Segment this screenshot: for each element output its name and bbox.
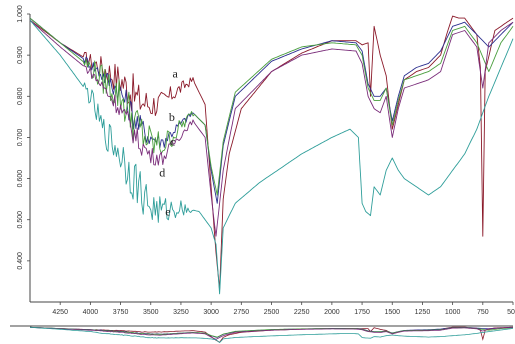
x-axis-ticks: 4250 4000 3750 3500 3250 3000 2750 2500 2250 2000… <box>52 302 515 316</box>
x-tick-label: 1250 <box>415 309 431 316</box>
x-tick-label: 2750 <box>234 309 250 316</box>
series-line-b <box>30 18 513 203</box>
x-tick-label: 2000 <box>324 309 340 316</box>
y-tick-label: 0.800 <box>17 87 24 105</box>
overview-strip <box>10 326 513 343</box>
curve-label-a: a <box>172 67 178 81</box>
series-line-c <box>30 18 513 195</box>
y-tick-label: 0.500 <box>17 211 24 229</box>
series-lines <box>30 16 513 294</box>
main-plot-area: 0.400 0.500 0.600 0.700 0.800 0.900 1.000 4250… <box>17 5 515 316</box>
y-tick-label: 0.400 <box>17 252 24 270</box>
x-tick-label: 3000 <box>203 309 219 316</box>
x-tick-label: 3250 <box>173 309 189 316</box>
x-tick-label: 1000 <box>445 309 461 316</box>
x-tick-label: 4000 <box>83 309 99 316</box>
series-line-a <box>30 16 513 290</box>
curve-label-b: b <box>169 110 175 124</box>
y-tick-label: 0.900 <box>17 46 24 64</box>
curve-labels: a bc d e <box>159 67 178 219</box>
x-tick-label: 3500 <box>143 309 159 316</box>
y-tick-label: 1.000 <box>17 5 24 23</box>
strip-series-lines <box>30 327 513 342</box>
y-axis-ticks: 0.400 0.500 0.600 0.700 0.800 0.900 1.000 <box>17 5 30 269</box>
x-tick-label: 1500 <box>384 309 400 316</box>
x-tick-label: 4250 <box>52 309 68 316</box>
x-tick-label: 500 <box>507 309 515 316</box>
curve-label-c: c <box>170 135 175 149</box>
curve-label-e: e <box>165 204 170 218</box>
x-tick-label: 750 <box>477 309 489 316</box>
x-tick-label: 2250 <box>294 309 310 316</box>
x-tick-label: 1750 <box>354 309 370 316</box>
curve-label-d: d <box>159 165 165 179</box>
x-tick-label: 2500 <box>264 309 280 316</box>
x-tick-label: 3750 <box>113 309 129 316</box>
y-tick-label: 0.600 <box>17 170 24 188</box>
y-tick-label: 0.700 <box>17 129 24 147</box>
